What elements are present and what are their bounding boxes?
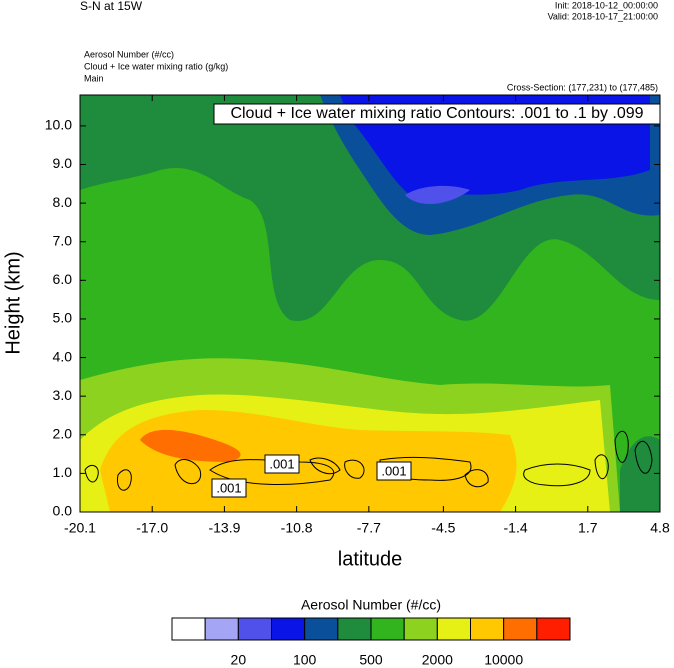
colorbar-box	[436, 617, 472, 641]
field-name: Main	[84, 73, 104, 83]
x-tick-label: -1.4	[504, 520, 528, 536]
colorbar-box	[237, 617, 272, 641]
y-tick-label: 0.0	[53, 503, 73, 519]
y-tick-label: 4.0	[53, 348, 73, 364]
contour-info: Cloud + Ice water mixing ratio Contours:…	[230, 105, 643, 122]
y-tick-label: 6.0	[53, 271, 73, 287]
cross-section: Cross-Section: (177,231) to (177,485)	[507, 82, 658, 92]
colorbar-label: 500	[359, 652, 383, 668]
label-box	[376, 461, 412, 481]
plot-frame	[79, 94, 661, 513]
x-tick-label: 4.8	[650, 520, 670, 536]
colorbar-box	[271, 617, 306, 641]
colorbar-label: 20	[231, 652, 247, 668]
x-tick-label: -17.0	[136, 520, 168, 536]
contour-label: .001	[216, 480, 241, 495]
colorbar-box	[370, 617, 405, 641]
field-name: Aerosol Number (#/cc)	[84, 49, 174, 59]
y-tick-label: 9.0	[53, 155, 73, 171]
colorbar-box	[470, 617, 505, 641]
x-tick-label: -7.7	[357, 520, 381, 536]
x-tick-label: -20.1	[64, 520, 96, 536]
valid-time: Valid: 2018-10-17_21:00:00	[548, 11, 658, 21]
x-tick-label: -10.8	[281, 520, 313, 536]
x-tick-label: -4.5	[431, 520, 455, 536]
colorbar-label: 100	[293, 652, 317, 668]
contour-fill	[80, 95, 660, 512]
contour-label: .001	[269, 456, 294, 471]
x-tick-label: -13.9	[208, 520, 240, 536]
y-tick-label: 5.0	[53, 310, 73, 326]
colorbar-box	[171, 617, 206, 641]
init-time: Init: 2018-10-12_00:00:00	[555, 0, 658, 10]
colorbar-box	[304, 617, 339, 641]
colorbar-box	[503, 617, 538, 641]
y-tick-label: 7.0	[53, 232, 73, 248]
y-axis-label: Height (km)	[2, 251, 24, 354]
y-tick-label: 8.0	[53, 194, 73, 210]
x-tick-label: 1.7	[578, 520, 598, 536]
colorbar-box	[204, 617, 239, 641]
colorbar-title: Aerosol Number (#/cc)	[301, 597, 441, 613]
colorbar-box	[337, 617, 372, 641]
x-axis-label: latitude	[338, 548, 403, 570]
y-tick-label: 10.0	[45, 117, 72, 133]
colorbar-label: 10000	[484, 652, 523, 668]
label-box	[264, 454, 300, 474]
field-name: Cloud + Ice water mixing ratio (g/kg)	[84, 61, 228, 71]
contour-label: .001	[381, 463, 406, 478]
colorbar-box	[403, 617, 438, 641]
y-tick-label: 1.0	[53, 464, 73, 480]
title: S-N at 15W	[80, 0, 143, 13]
y-tick-label: 3.0	[53, 387, 73, 403]
label-box	[211, 478, 247, 498]
y-tick-label: 2.0	[53, 425, 73, 441]
colorbar-label: 2000	[422, 652, 453, 668]
colorbar-box	[536, 617, 571, 641]
